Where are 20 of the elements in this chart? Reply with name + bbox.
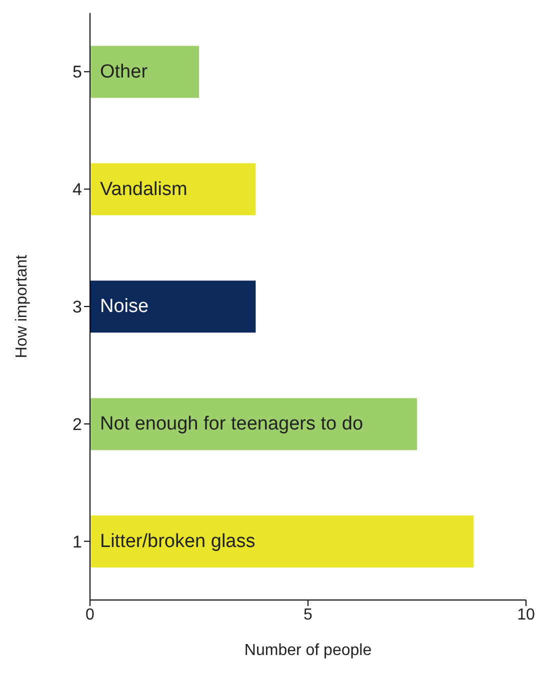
y-tick-label: 1 <box>72 532 82 552</box>
bar <box>90 515 474 568</box>
x-tick-label: 0 <box>86 606 95 624</box>
y-tick-label: 5 <box>72 62 82 82</box>
bar <box>90 280 256 333</box>
y-tick-label: 4 <box>72 180 82 200</box>
bar <box>90 163 256 216</box>
x-tick-label: 10 <box>517 606 535 624</box>
bar <box>90 398 417 450</box>
data-label: Noise <box>100 296 149 318</box>
data-label: Vandalism <box>100 178 188 200</box>
data-label: Not enough for teenagers to do <box>100 414 364 435</box>
bar <box>90 46 199 98</box>
data-label: Litter/broken glass <box>100 530 256 552</box>
data-label: Other <box>100 61 148 82</box>
y-tick-label: 2 <box>72 414 82 434</box>
x-axis-title: Number of people <box>244 642 372 659</box>
x-tick-label: 5 <box>304 606 313 624</box>
y-tick-label: 3 <box>72 298 82 317</box>
y-axis-title: How important <box>14 254 30 358</box>
